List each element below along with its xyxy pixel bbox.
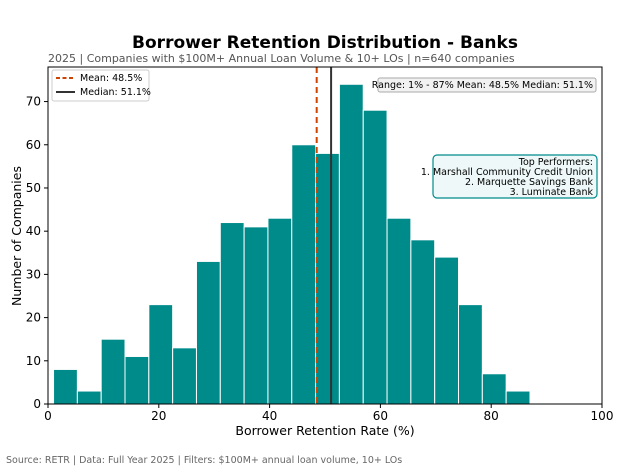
histogram-bar-12 — [338, 83, 364, 405]
reference-lines — [315, 67, 333, 404]
x-tick-label-0: 0 — [44, 409, 52, 423]
histogram-bar-9 — [267, 217, 293, 405]
histogram-bar-19 — [505, 390, 531, 405]
y-tick-label-0: 0 — [33, 397, 41, 411]
histogram-bar-18 — [481, 373, 507, 405]
y-tick-label-40: 40 — [26, 224, 41, 238]
histogram-bar-2 — [100, 338, 126, 405]
histogram-bar-4 — [148, 304, 174, 405]
x-tick-label-20: 20 — [151, 409, 166, 423]
histogram-bar-0 — [53, 368, 78, 405]
y-tick-label-10: 10 — [26, 354, 41, 368]
x-tick-label-100: 100 — [591, 409, 614, 423]
histogram-bar-11 — [315, 152, 340, 405]
top-performer-2: 2. Marquette Savings Bank — [465, 177, 594, 188]
x-tick-label-60: 60 — [373, 409, 388, 423]
legend-mean-label: Mean: 48.5% — [80, 73, 142, 84]
chart-title: Borrower Retention Distribution - Banks — [132, 33, 518, 53]
chart-subtitle: 2025 | Companies with $100M+ Annual Loan… — [48, 52, 515, 65]
histogram-bar-14 — [386, 217, 412, 405]
source-note: Source: RETR | Data: Full Year 2025 | Fi… — [6, 455, 402, 466]
histogram-bar-16 — [434, 256, 460, 405]
y-axis-label: Number of Companies — [9, 166, 24, 306]
y-axis: 0 10 20 30 40 50 60 70 — [26, 95, 48, 411]
histogram-bar-5 — [172, 347, 197, 405]
histogram-bar-6 — [195, 260, 221, 405]
histogram-bar-3 — [124, 355, 150, 405]
histogram-bar-10 — [291, 144, 317, 405]
y-tick-label-70: 70 — [26, 95, 41, 109]
bars-group — [53, 83, 531, 405]
histogram-bar-17 — [458, 304, 483, 405]
stats-box — [377, 77, 597, 93]
legend-box — [51, 69, 150, 102]
top-performer-1: 1. Marshall Community Credit Union — [421, 167, 593, 178]
y-tick-label-60: 60 — [26, 138, 41, 152]
x-axis-label: Borrower Retention Rate (%) — [235, 423, 414, 438]
top-performer-3: 3. Luminate Bank — [510, 187, 594, 198]
histogram-bar-7 — [219, 222, 245, 405]
histogram-bar-13 — [362, 109, 388, 405]
y-tick-label-20: 20 — [26, 311, 41, 325]
plot-frame — [47, 66, 603, 405]
legend: Mean: 48.5% Median: 51.1% — [51, 69, 151, 102]
histogram-bar-1 — [76, 390, 102, 405]
top-performers-box — [432, 154, 598, 199]
stats-text: Range: 1% - 87% Mean: 48.5% Median: 51.1… — [372, 80, 593, 91]
x-tick-label-80: 80 — [484, 409, 499, 423]
x-axis: 0 20 40 60 80 100 — [44, 404, 613, 423]
histogram-bar-15 — [410, 239, 436, 405]
y-tick-label-50: 50 — [26, 181, 41, 195]
legend-median-label: Median: 51.1% — [80, 87, 151, 98]
histogram-bar-8 — [243, 226, 269, 405]
y-tick-label-30: 30 — [26, 267, 41, 281]
top-performers-heading: Top Performers: — [518, 157, 593, 168]
x-tick-label-40: 40 — [262, 409, 277, 423]
